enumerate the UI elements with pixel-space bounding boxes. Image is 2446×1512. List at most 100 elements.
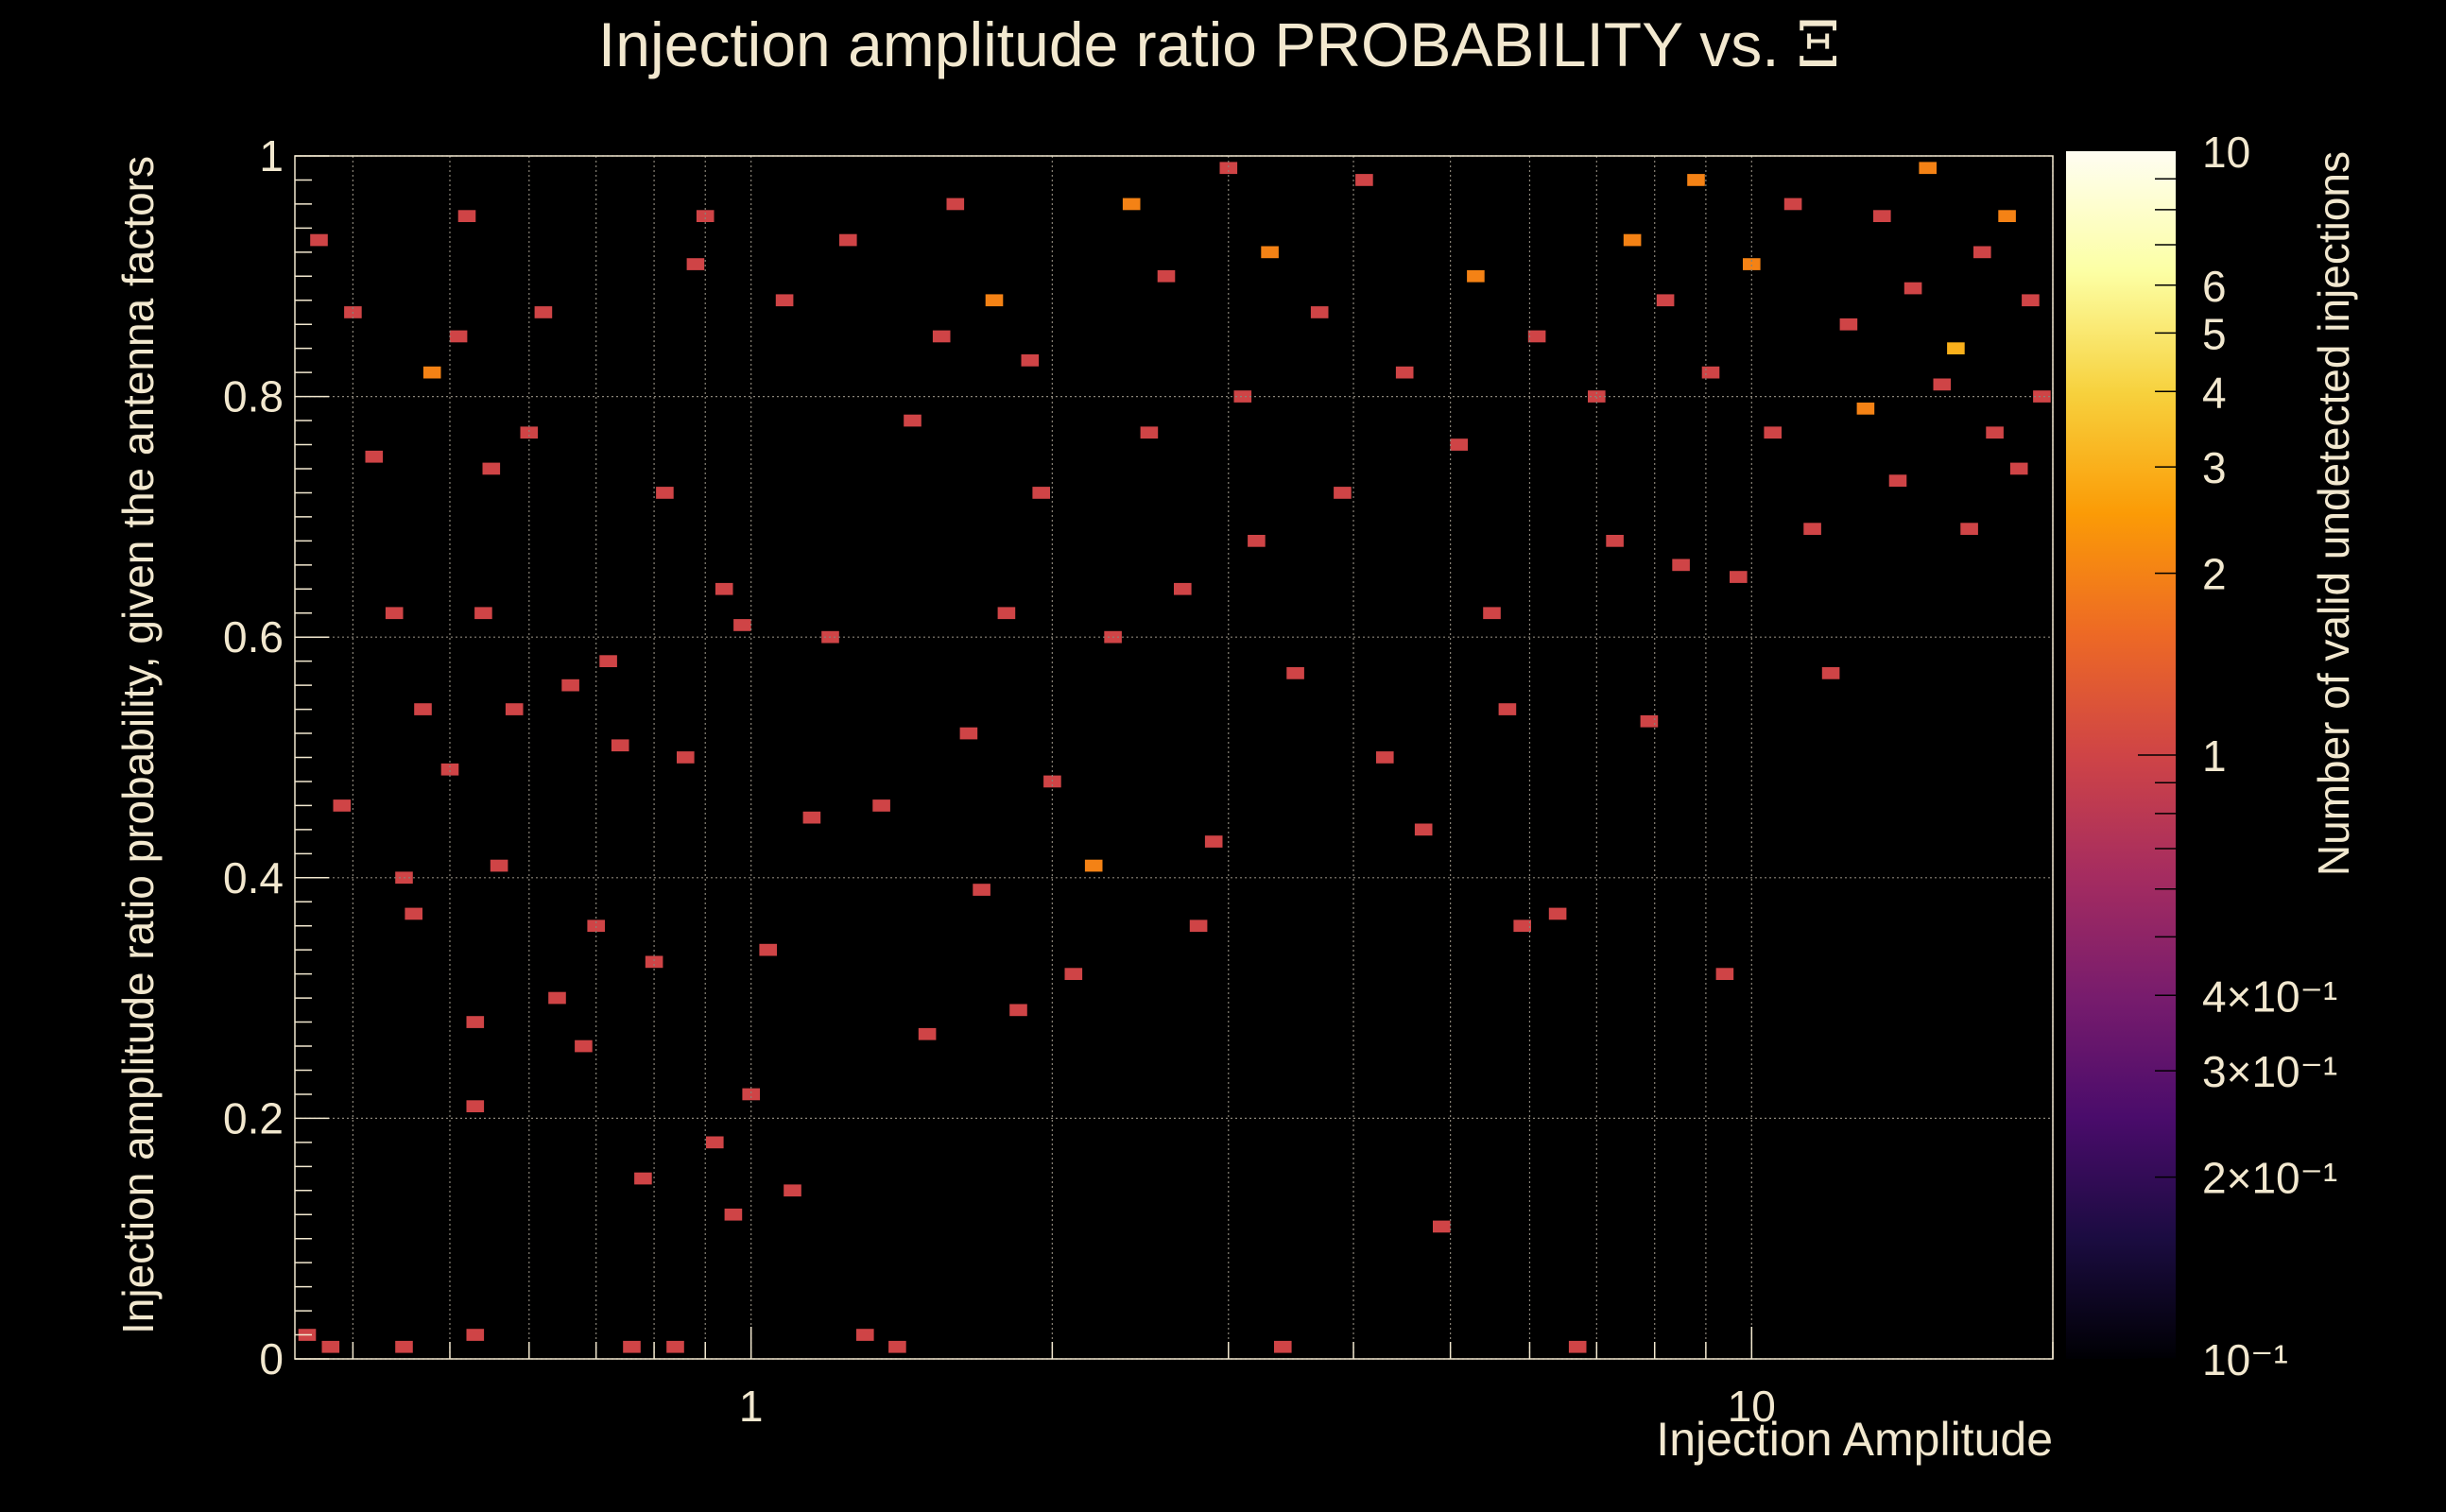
heatmap-cell [985, 294, 1004, 307]
z-tick-label: 2×10⁻¹ [2202, 1154, 2337, 1203]
heatmap-cell [1715, 968, 1734, 980]
heatmap-cell [904, 414, 922, 427]
heatmap-cell [1261, 246, 1279, 259]
heatmap-cell [466, 1100, 485, 1112]
heatmap-cell [482, 462, 501, 475]
z-tick-label: 3×10⁻¹ [2202, 1047, 2337, 1096]
heatmap-cell [656, 487, 674, 499]
heatmap-cell [365, 450, 384, 463]
heatmap-cell [2009, 462, 2028, 475]
heatmap-cell [611, 739, 629, 752]
x-axis-label: Injection Amplitude [1656, 1413, 2053, 1466]
heatmap-cell [1084, 859, 1103, 872]
heatmap-cell [1219, 162, 1238, 175]
chart-title: Injection amplitude ratio PROBABILITY vs… [598, 9, 1840, 81]
heatmap-cell [1122, 198, 1141, 211]
x-axis-ticks: 1 10 [352, 1327, 2054, 1431]
heatmap-cell [520, 426, 539, 439]
heatmap-cell [856, 1329, 874, 1341]
heatmap-cell [561, 679, 579, 692]
heatmap-cell [599, 655, 617, 667]
heatmap-cell [1960, 523, 1978, 535]
heatmap-cell [321, 1340, 340, 1353]
heatmap-cell [1189, 919, 1208, 933]
heatmap-cell [1064, 968, 1083, 980]
heatmap-cell [677, 751, 695, 764]
heatmap-cell [1548, 907, 1567, 920]
z-tick-label: 4 [2202, 368, 2227, 417]
heatmap-cell [310, 233, 328, 247]
z-tick-label: 10⁻¹ [2202, 1335, 2288, 1384]
heatmap-cell [1743, 258, 1761, 270]
heatmap-cell [1513, 919, 1531, 933]
heatmap-cell [742, 1088, 760, 1101]
heatmap-cell [1701, 366, 1720, 379]
heatmap-cell [1730, 571, 1748, 583]
heatmap-cell [997, 607, 1016, 620]
heatmap-cell [1498, 703, 1517, 715]
chart-title-symbol: Ξ [1797, 9, 1840, 81]
heatmap-cell [587, 919, 605, 933]
heatmap-cell [1310, 306, 1329, 318]
z-tick-label: 3 [2202, 443, 2227, 492]
heatmap-cell [973, 884, 990, 896]
heatmap-cell [959, 727, 978, 740]
heatmap-cell [706, 1136, 724, 1149]
heatmap-cell [1856, 403, 1875, 415]
y-tick-label: 0.2 [223, 1093, 284, 1143]
heatmap-cell [802, 811, 821, 824]
heatmap-cell [1433, 1220, 1451, 1233]
heatmap-cell [1568, 1340, 1587, 1353]
heatmap-cell [422, 366, 441, 379]
heatmap-cell [534, 306, 553, 318]
heatmap-cell [1334, 487, 1352, 499]
z-tick-label: 6 [2202, 262, 2227, 311]
z-tick-label: 4×10⁻¹ [2202, 971, 2337, 1021]
heatmap-cell [1395, 366, 1414, 379]
z-tick-label: 2 [2202, 550, 2227, 599]
z-tick-label: 1 [2202, 731, 2227, 781]
heatmap-cell [918, 1027, 937, 1040]
y-axis-label: Injection amplitude ratio probability, g… [113, 156, 163, 1334]
y-axis-ticks: 0 0.2 0.4 0.6 0.8 1 [223, 131, 329, 1383]
heatmap-cell [1839, 318, 1858, 331]
chart-title-main: Injection amplitude ratio PROBABILITY vs… [598, 9, 1780, 79]
heatmap-cell [1986, 426, 2004, 439]
heatmap-cell [466, 1329, 485, 1341]
color-bar: 10 65 4 3 2 1 4×10⁻¹ 3×10⁻¹ 2×10⁻¹ 10⁻¹ [2066, 128, 2337, 1384]
heatmap-cell [759, 943, 777, 956]
heatmap-cell [784, 1184, 801, 1197]
heatmap-cell [839, 233, 857, 247]
heatmap-cell [1248, 535, 1266, 547]
z-tick-label: 10 [2202, 128, 2250, 177]
heatmap-cell [1672, 558, 1690, 572]
heatmap-cell [1903, 282, 1922, 295]
heatmap-cell [696, 210, 715, 222]
heatmap-cell [932, 330, 951, 343]
plot-background [295, 156, 2053, 1359]
heatmap-cell [634, 1172, 652, 1185]
heatmap-cell [1233, 390, 1252, 403]
heatmap-cell [1376, 751, 1394, 764]
heatmap-cell [575, 1040, 593, 1053]
heatmap-cell [1640, 714, 1659, 728]
heatmap-cell [1821, 667, 1840, 679]
heatmap-cell [1021, 354, 1040, 367]
heatmap-cell [1355, 174, 1373, 186]
heatmap-cell [1623, 233, 1642, 247]
heatmap-cell [623, 1340, 641, 1353]
heatmap-cell [1286, 667, 1304, 679]
heatmap-cell [1009, 1004, 1027, 1017]
heatmap-cell [645, 955, 663, 969]
heatmap-cell [1873, 210, 1891, 222]
heatmap-cell [1157, 269, 1176, 283]
heatmap-cell [1174, 582, 1192, 595]
heatmap-cell [1274, 1340, 1292, 1353]
heatmap-cell [1998, 210, 2016, 222]
x-tick-label: 1 [739, 1382, 764, 1431]
heatmap-cell [466, 1016, 485, 1028]
heatmap-cell [715, 582, 733, 595]
heatmap-cell [1414, 823, 1433, 836]
heatmap-cell [449, 330, 468, 343]
